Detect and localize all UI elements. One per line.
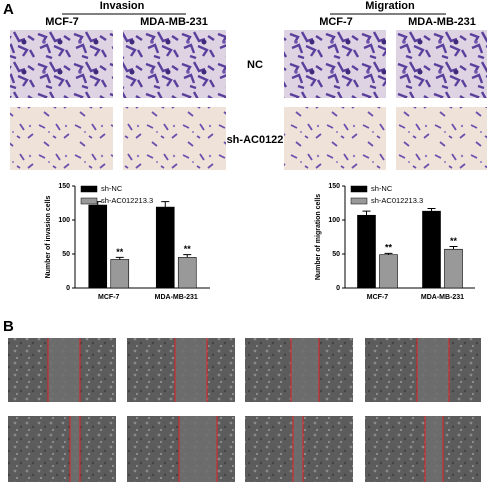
wound-gap xyxy=(179,416,217,482)
micrograph xyxy=(10,30,113,98)
micrograph xyxy=(396,30,487,98)
row-label: NC xyxy=(247,59,263,71)
bar xyxy=(422,210,441,289)
significance: ** xyxy=(385,243,393,253)
bar xyxy=(379,254,398,289)
y-tick-label: 100 xyxy=(58,217,70,224)
y-tick-label: 150 xyxy=(328,183,340,190)
significance: ** xyxy=(450,236,458,246)
y-tick-label: 50 xyxy=(332,251,340,258)
bar xyxy=(177,257,197,289)
micrograph xyxy=(123,30,226,98)
wound-gap xyxy=(175,338,207,402)
wound-gap xyxy=(48,338,80,402)
wound-gap xyxy=(293,416,303,482)
column-label: MDA-MB-231 xyxy=(140,16,208,28)
wound-gap xyxy=(291,338,319,402)
bar xyxy=(110,259,130,289)
wound-gap xyxy=(417,338,449,402)
legend-swatch xyxy=(80,197,98,205)
scratch-images xyxy=(8,338,481,482)
scratch-image xyxy=(8,416,116,482)
bar xyxy=(444,248,463,289)
y-tick-label: 0 xyxy=(336,285,340,292)
x-tick-label: MDA-MB-231 xyxy=(155,294,198,301)
error-bar xyxy=(362,210,371,216)
micrograph xyxy=(284,30,386,98)
row-label: sh-AC0122 xyxy=(227,134,284,146)
micrographs xyxy=(10,30,487,170)
significance: ** xyxy=(116,247,124,257)
legend-label: sh-NC xyxy=(101,184,123,193)
legend-swatch xyxy=(80,185,98,193)
legend-label: sh-AC012213.3 xyxy=(101,196,153,205)
significance: ** xyxy=(184,244,192,254)
column-label: MCF-7 xyxy=(45,16,79,28)
bar xyxy=(155,206,175,289)
y-axis-title: Number of migration cells xyxy=(315,194,322,280)
y-axis-title: Number of invasion cells xyxy=(45,195,52,278)
error-bar xyxy=(384,252,393,255)
y-tick-label: 0 xyxy=(66,285,70,292)
bar xyxy=(88,204,108,289)
scratch-image xyxy=(365,416,481,482)
wound-gap xyxy=(425,416,443,482)
header: Migration xyxy=(365,0,415,12)
micrograph xyxy=(284,107,386,170)
legend-label: sh-NC xyxy=(371,184,393,193)
bar xyxy=(357,214,376,289)
error-bar xyxy=(161,201,170,208)
error-bar xyxy=(183,254,192,258)
x-tick-label: MCF-7 xyxy=(367,294,388,301)
legend-swatch xyxy=(350,185,368,193)
y-tick-label: 150 xyxy=(58,183,70,190)
x-tick-label: MCF-7 xyxy=(98,294,119,301)
y-tick-label: 100 xyxy=(328,217,340,224)
column-label: MCF-7 xyxy=(319,16,353,28)
header: Invasion xyxy=(100,0,145,12)
error-bar xyxy=(427,207,436,212)
panel-label: A xyxy=(3,1,14,18)
micrograph xyxy=(123,107,226,170)
x-tick-label: MDA-MB-231 xyxy=(421,294,464,301)
error-bar xyxy=(115,256,124,260)
micrograph xyxy=(396,107,487,170)
legend-label: sh-AC012213.3 xyxy=(371,196,423,205)
panel-label: B xyxy=(3,318,14,335)
wound-gap xyxy=(70,416,80,482)
legend-swatch xyxy=(350,197,368,205)
column-label: MDA-MB-231 xyxy=(408,16,476,28)
y-tick-label: 50 xyxy=(62,251,70,258)
micrograph xyxy=(10,107,113,170)
error-bar xyxy=(449,246,458,250)
